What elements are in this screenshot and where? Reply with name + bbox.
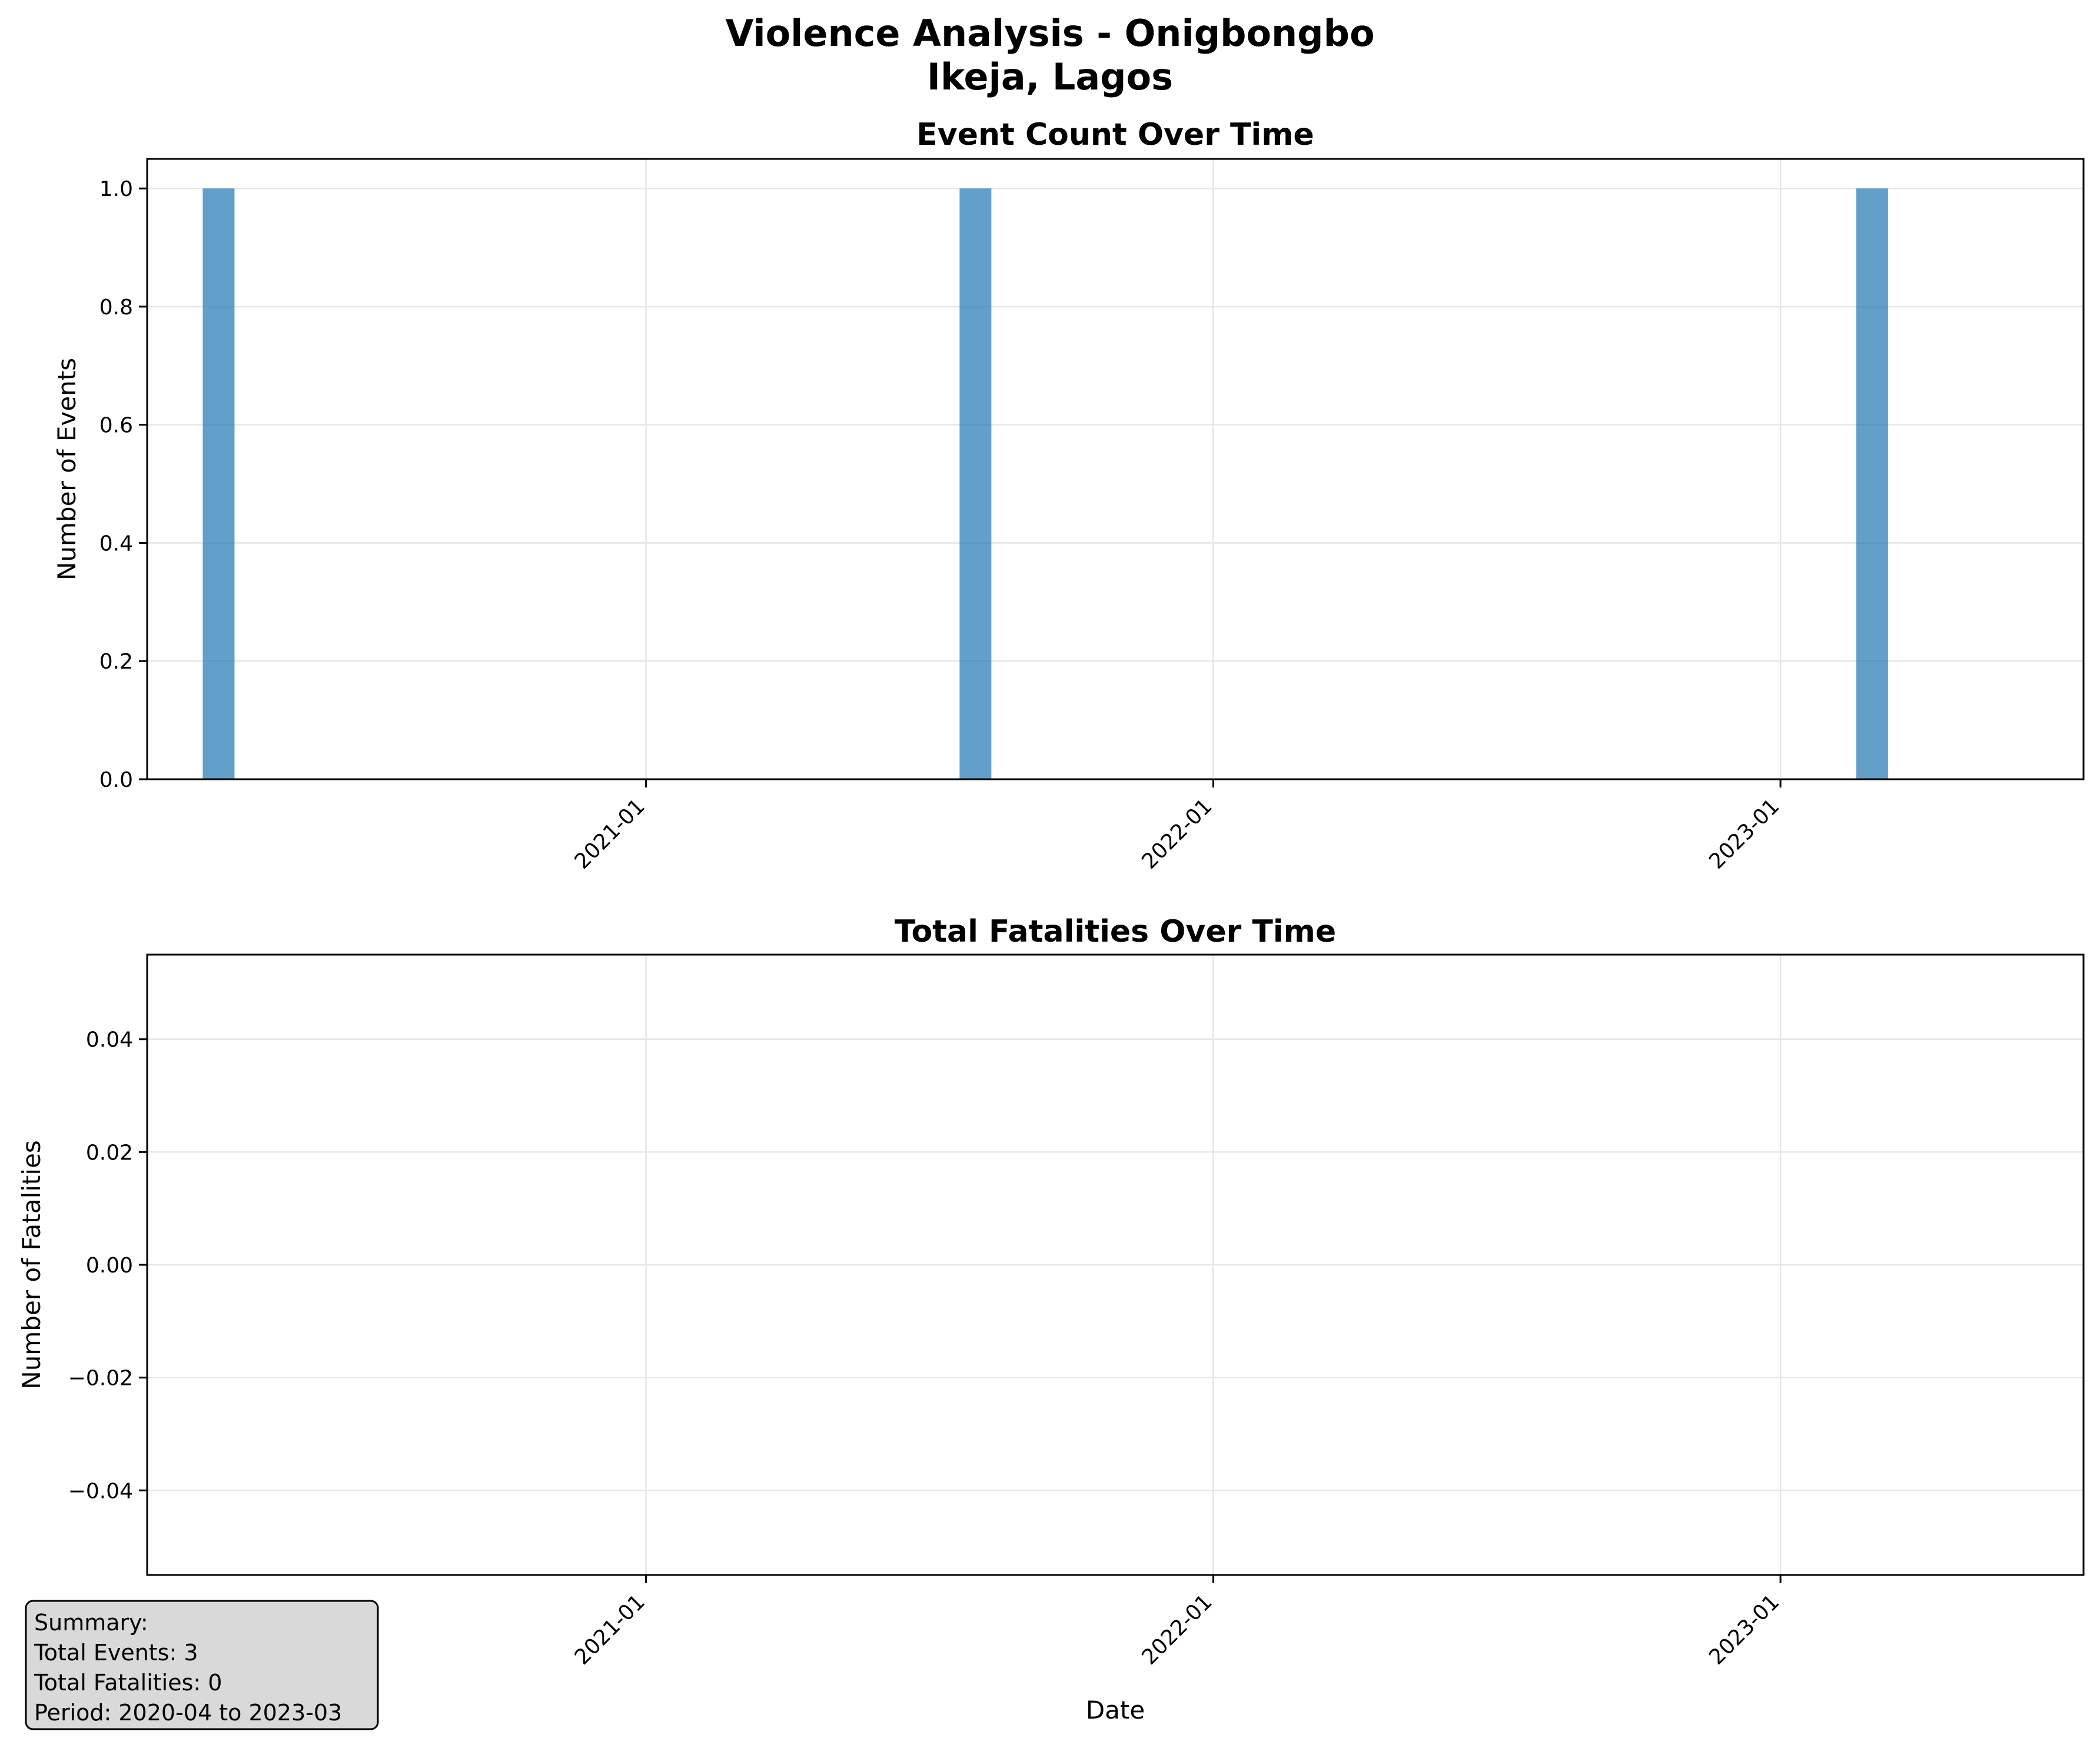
y-tick-label: 1.0 xyxy=(99,177,133,201)
y-axis-label: Number of Fatalities xyxy=(17,1140,46,1389)
y-tick-label: 0.00 xyxy=(86,1254,133,1278)
bar xyxy=(202,188,235,779)
suptitle-line-2: Ikeja, Lagos xyxy=(927,55,1173,98)
y-tick-label: 0.6 xyxy=(99,414,133,438)
y-tick-label: 0.8 xyxy=(99,295,133,320)
y-tick-label: 0.0 xyxy=(99,768,133,792)
bar xyxy=(959,188,992,779)
x-axis-label: Date xyxy=(1086,1696,1145,1724)
plot-area xyxy=(147,159,2084,779)
suptitle-line-1: Violence Analysis - Onigbongbo xyxy=(725,12,1374,55)
y-tick-label: 0.04 xyxy=(86,1028,133,1052)
y-tick-label: −0.04 xyxy=(68,1479,133,1503)
chart-title: Event Count Over Time xyxy=(916,117,1314,152)
y-tick-label: 0.4 xyxy=(99,531,133,556)
y-tick-label: 0.02 xyxy=(86,1141,133,1165)
summary-total-fatalities: Total Fatalities: 0 xyxy=(34,1670,222,1696)
plot-frame xyxy=(146,158,2085,780)
y-tick-label: 0.2 xyxy=(99,650,133,674)
chart-title: Total Fatalities Over Time xyxy=(895,914,1336,949)
summary-box-background xyxy=(25,1600,379,1730)
y-axis-label: Number of Events xyxy=(52,358,81,580)
summary-box: Summary: Total Events: 3 Total Fatalitie… xyxy=(25,1600,379,1730)
summary-header: Summary: xyxy=(34,1610,148,1636)
summary-period: Period: 2020-04 to 2023-03 xyxy=(34,1700,342,1726)
summary-total-events: Total Events: 3 xyxy=(34,1640,198,1666)
y-tick-label: −0.02 xyxy=(68,1367,133,1391)
bar xyxy=(1856,188,1888,779)
